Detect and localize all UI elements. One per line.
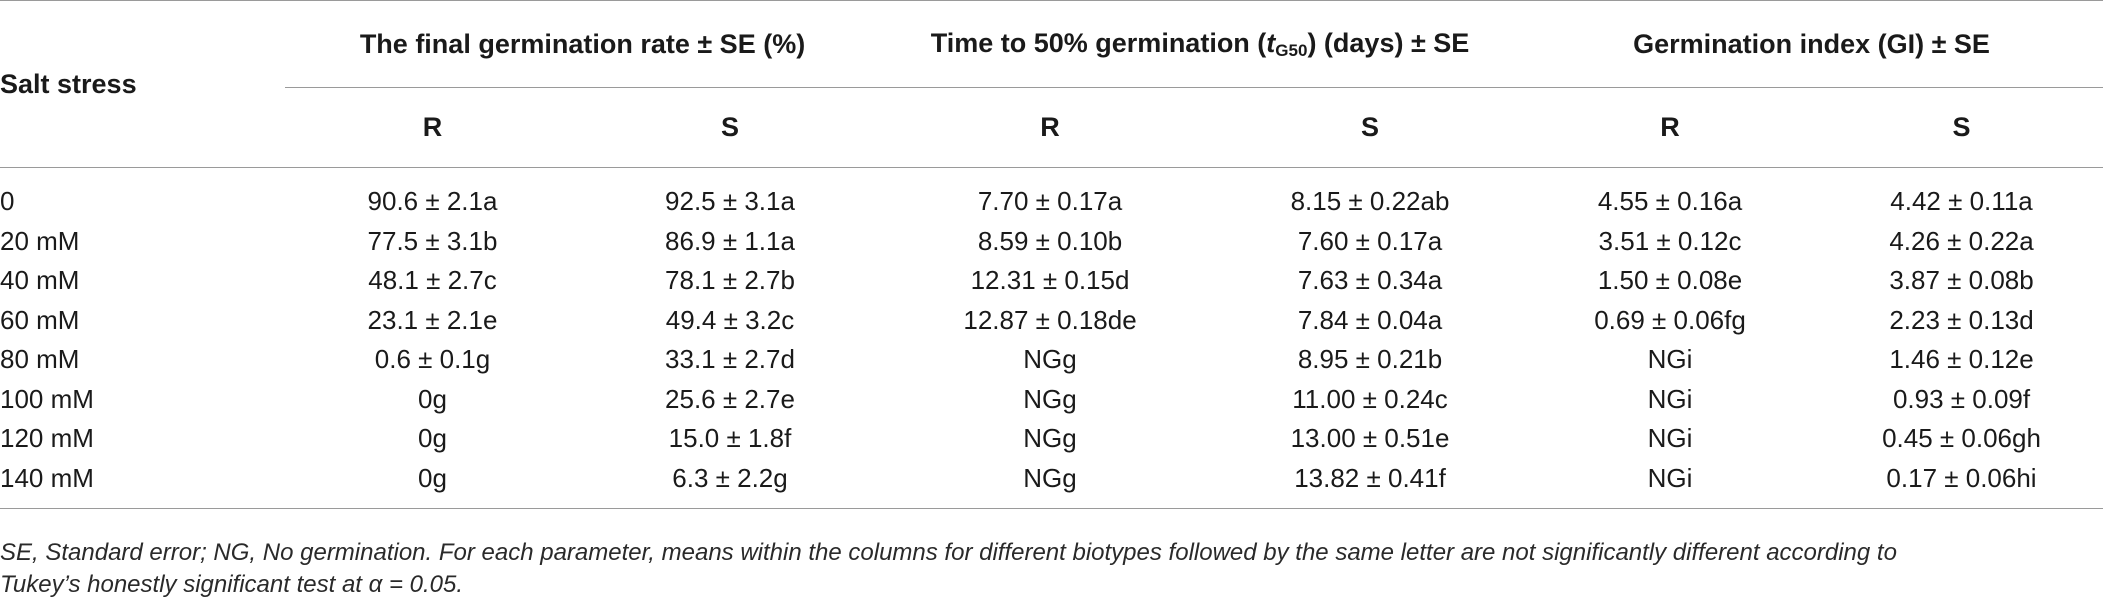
rate-s-cell: 33.1 ± 2.7d	[665, 344, 795, 375]
time-r-cell: NGg	[1023, 344, 1077, 375]
rate-s-cell: 78.1 ± 2.7b	[665, 265, 795, 296]
index-s-cell: 1.46 ± 0.12e	[1889, 344, 2034, 375]
group-header-time-to-50-symbol: t	[1266, 27, 1276, 58]
table-row: 100 mM 0g 25.6 ± 2.7e NGg 11.00 ± 0.24c NGi 0.…	[0, 380, 2103, 420]
germination-table: Salt stress The final germination rate ±…	[0, 0, 2103, 509]
table-row: 120 mM 0g 15.0 ± 1.8f NGg 13.00 ± 0.51e NGi 0.…	[0, 419, 2103, 459]
time-s-cell: 8.95 ± 0.21b	[1297, 344, 1443, 375]
rate-s-cell: 49.4 ± 3.2c	[665, 304, 795, 335]
sub-header-index-r: R	[1520, 87, 1821, 168]
index-r-cell: NGi	[1520, 458, 1821, 509]
sub-header-rate-r: R	[285, 87, 580, 168]
sub-header-row: R S R S R S	[0, 87, 2103, 168]
group-header-time-to-50: Time to 50% germination (tG50) (days) ± …	[880, 0, 1521, 88]
footnote-line-2: Tukey’s honestly significant test at α =…	[0, 571, 464, 598]
time-r-cell: NGg	[1023, 383, 1077, 414]
salt-stress-cell: 40 mM	[0, 265, 80, 296]
rate-r-cell: 0g	[418, 423, 447, 454]
salt-stress-cell: 120 mM	[0, 423, 94, 454]
group-header-row: Salt stress The final germination rate ±…	[0, 0, 2103, 168]
group-header-time-to-50-subscript: G50	[1275, 40, 1308, 60]
rate-s-cell: 25.6 ± 2.7e	[665, 383, 795, 414]
index-r-cell: NGi	[1647, 344, 1693, 375]
rate-s-cell: 92.5 ± 3.1a	[665, 186, 795, 217]
footnote-line-1: SE, Standard error; NG, No germination. …	[0, 539, 1897, 566]
table-row: 0 90.6 ± 2.1a 92.5 ± 3.1a 7.70 ± 0.17a 8.15 …	[0, 168, 2103, 222]
rate-r-cell: 90.6 ± 2.1a	[367, 186, 498, 217]
rate-r-cell: 23.1 ± 2.1e	[367, 304, 498, 335]
table-body: 0 90.6 ± 2.1a 92.5 ± 3.1a 7.70 ± 0.17a 8.15 …	[0, 168, 2103, 509]
salt-stress-cell: 140 mM	[0, 458, 285, 509]
index-r-cell: NGi	[1647, 383, 1693, 414]
index-r-cell: 0.69 ± 0.06fg	[1594, 304, 1746, 335]
index-r-cell: 1.50 ± 0.08e	[1597, 265, 1743, 296]
time-r-cell: 7.70 ± 0.17a	[977, 186, 1123, 217]
table-row: 140 mM 0g 6.3 ± 2.2g NGg 13.82 ± 0.41f NGi 0.1…	[0, 458, 2103, 509]
index-r-cell: 4.55 ± 0.16a	[1597, 186, 1743, 217]
time-r-cell: 12.87 ± 0.18de	[963, 304, 1137, 335]
rate-s-cell: 6.3 ± 2.2g	[580, 458, 881, 509]
salt-stress-cell: 100 mM	[0, 383, 94, 414]
index-s-cell: 2.23 ± 0.13d	[1889, 304, 2034, 335]
time-s-cell: 13.82 ± 0.41f	[1220, 458, 1521, 509]
index-s-cell: 0.93 ± 0.09f	[1892, 383, 2031, 414]
time-r-cell: 8.59 ± 0.10b	[977, 225, 1123, 256]
index-s-cell: 0.17 ± 0.06hi	[1820, 458, 2103, 509]
salt-stress-cell: 0	[0, 186, 15, 217]
table-footnote: SE, Standard error; NG, No germination. …	[0, 537, 2103, 601]
time-r-cell: NGg	[880, 458, 1221, 509]
rate-r-cell: 77.5 ± 3.1b	[367, 225, 498, 256]
group-header-germination-rate: The final germination rate ± SE (%)	[285, 0, 881, 88]
index-s-cell: 4.42 ± 0.11a	[1890, 186, 2033, 217]
time-s-cell: 11.00 ± 0.24c	[1292, 383, 1448, 414]
index-r-cell: NGi	[1647, 423, 1693, 454]
index-s-cell: 3.87 ± 0.08b	[1889, 265, 2034, 296]
index-s-cell: 4.26 ± 0.22a	[1889, 225, 2034, 256]
sub-header-rate-s: S	[580, 87, 881, 168]
sub-header-time-r: R	[880, 87, 1221, 168]
sub-header-time-s: S	[1220, 87, 1521, 168]
rate-r-cell: 0g	[418, 383, 447, 414]
time-r-cell: 12.31 ± 0.15d	[970, 265, 1130, 296]
salt-stress-cell: 80 mM	[0, 344, 80, 375]
time-s-cell: 13.00 ± 0.51e	[1290, 423, 1450, 454]
group-header-time-to-50-pre: Time to 50% germination (	[930, 27, 1267, 58]
time-s-cell: 7.60 ± 0.17a	[1297, 225, 1443, 256]
group-header-time-to-50-post: ) (days) ± SE	[1307, 27, 1470, 58]
rate-r-cell: 0.6 ± 0.1g	[374, 344, 491, 375]
data-table-container: Salt stress The final germination rate ±…	[0, 0, 2103, 509]
rate-s-cell: 86.9 ± 1.1a	[665, 225, 795, 256]
time-s-cell: 7.84 ± 0.04a	[1297, 304, 1443, 335]
time-s-cell: 8.15 ± 0.22ab	[1290, 186, 1450, 217]
index-s-cell: 0.45 ± 0.06gh	[1882, 423, 2041, 454]
table-row: 40 mM 48.1 ± 2.7c 78.1 ± 2.7b 12.31 ± 0.15d…	[0, 261, 2103, 301]
sub-header-index-s: S	[1820, 87, 2103, 168]
stub-header: Salt stress	[0, 0, 285, 168]
group-header-germination-index: Germination index (GI) ± SE	[1520, 0, 2103, 88]
salt-stress-cell: 60 mM	[0, 304, 80, 335]
table-row: 20 mM 77.5 ± 3.1b 86.9 ± 1.1a 8.59 ± 0.10b 7…	[0, 222, 2103, 262]
table-row: 60 mM 23.1 ± 2.1e 49.4 ± 3.2c 12.87 ± 0.18d…	[0, 301, 2103, 341]
index-r-cell: 3.51 ± 0.12c	[1598, 225, 1742, 256]
salt-stress-cell: 20 mM	[0, 225, 80, 256]
table-row: 80 mM 0.6 ± 0.1g 33.1 ± 2.7d NGg 8.95 ± 0.21…	[0, 340, 2103, 380]
time-s-cell: 7.63 ± 0.34a	[1297, 265, 1443, 296]
rate-s-cell: 15.0 ± 1.8f	[668, 423, 792, 454]
rate-r-cell: 48.1 ± 2.7c	[368, 265, 497, 296]
rate-r-cell: 0g	[285, 458, 580, 509]
time-r-cell: NGg	[1023, 423, 1077, 454]
